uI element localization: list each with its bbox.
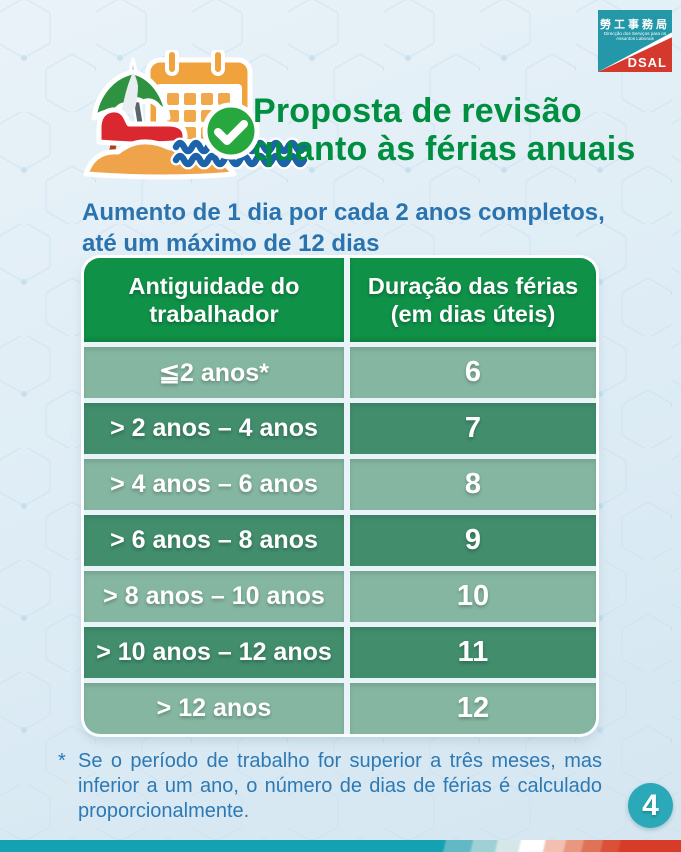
table-row-seniority: > 12 anos [84,683,344,734]
footnote: * Se o período de trabalho for superior … [58,749,618,824]
page-title-line2: quanto às férias anuais [253,130,636,168]
table-row-days: 9 [350,515,596,566]
footnote-asterisk: * [58,750,66,772]
footer-stripe [0,840,681,852]
table-row-days: 11 [350,627,596,678]
vacation-illustration [83,50,310,180]
page-subtitle-line2: até um máximo de 12 dias [82,230,380,257]
logo-chinese-name: 勞工事務局 [600,19,670,31]
dsal-logo: 勞工事務局 Direcção dos Serviços para os Assu… [598,10,672,72]
table-row-days: 6 [350,347,596,398]
table-row-days: 7 [350,403,596,454]
footnote-text: Se o período de trabalho for superior a … [78,750,602,822]
page-number-badge: 4 [628,783,673,828]
table-header-duration: Duração das férias (em dias úteis) [350,258,596,342]
logo-portuguese-name: Direcção dos Serviços para os Assuntos L… [603,31,667,42]
table-row-seniority: > 6 anos – 8 anos [84,515,344,566]
table-row-seniority: ≦2 anos* [84,347,344,398]
page-title-line1: Proposta de revisão [253,92,582,130]
check-circle-icon [202,102,260,160]
table-row-days: 8 [350,459,596,510]
table-row-seniority: > 2 anos – 4 anos [84,403,344,454]
table-row-seniority: > 8 anos – 10 anos [84,571,344,622]
page-title: Proposta de revisão quanto às férias anu… [253,92,636,168]
table-header-seniority: Antiguidade do trabalhador [84,258,344,342]
page-subtitle-line1: Aumento de 1 dia por cada 2 anos complet… [82,199,605,226]
page-subtitle: Aumento de 1 dia por cada 2 anos complet… [82,197,605,259]
table-row-seniority: > 10 anos – 12 anos [84,627,344,678]
table-row-days: 12 [350,683,596,734]
logo-acronym: DSAL [627,55,667,70]
annual-leave-table: Antiguidade do trabalhador Duração das f… [84,258,596,734]
table-row-seniority: > 4 anos – 6 anos [84,459,344,510]
table-row-days: 10 [350,571,596,622]
